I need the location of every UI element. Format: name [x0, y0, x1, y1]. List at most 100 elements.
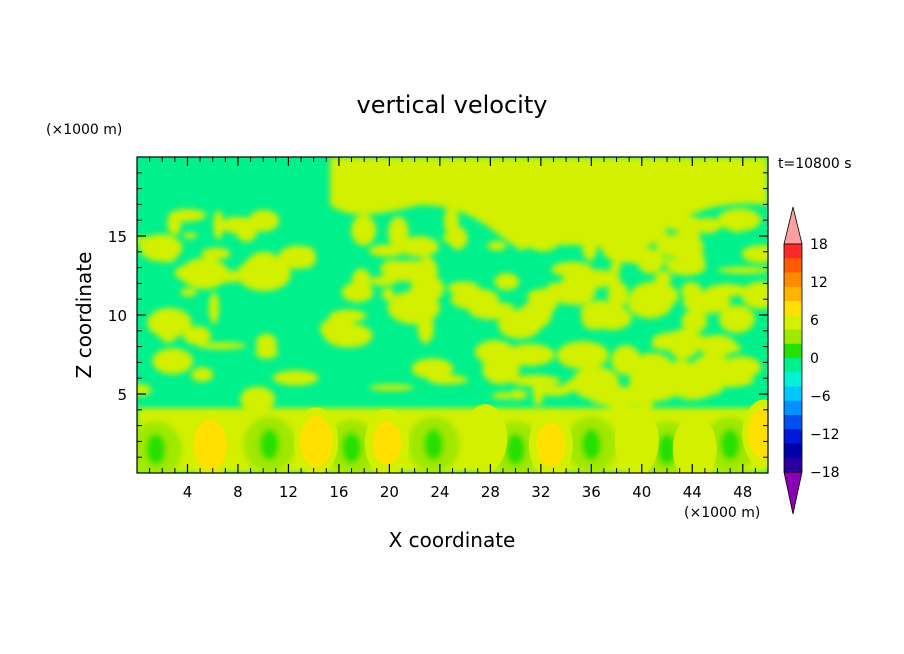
y-unit-label: (×1000 m): [46, 122, 122, 138]
colorbar-tick-label: 18: [810, 237, 828, 253]
x-axis: 4 8 12 16 20 24 28 32 36 40 44 48: [149, 157, 756, 501]
colorbar-frame: [783, 243, 803, 473]
updraft-patch: [580, 300, 618, 326]
updraft-patch: [191, 367, 214, 382]
colorbar-tick-label: −12: [810, 427, 840, 443]
updraft-core-level: [372, 421, 402, 465]
updraft-patch: [201, 247, 231, 260]
updraft-patch: [539, 385, 572, 396]
updraft-patch: [248, 251, 279, 271]
updraft-patch: [508, 206, 555, 230]
time-label: t=10800 s: [778, 156, 852, 172]
updraft-patch: [602, 237, 649, 263]
colorbar-segment: [784, 272, 802, 288]
updraft-patch: [388, 216, 409, 249]
updraft-patch: [527, 288, 562, 306]
colorbar-segment: [784, 343, 802, 359]
updraft-patch: [630, 352, 675, 387]
updraft-patch: [482, 354, 520, 385]
updraft-core-level: [305, 424, 328, 459]
updraft-patch: [652, 331, 706, 347]
updraft-patch: [610, 260, 621, 274]
updraft-patch: [352, 268, 371, 293]
updraft-patch: [587, 381, 623, 405]
x-axis-label: X coordinate: [389, 528, 516, 552]
colorbar-segment: [784, 415, 802, 430]
colorbar-bottom-extension: [783, 471, 803, 515]
colorbar-segment: [784, 372, 802, 387]
updraft-patch: [393, 271, 404, 278]
colorbar-segment: [784, 315, 802, 330]
colorbar-tick-label: −6: [810, 389, 831, 405]
updraft-core-level: [536, 422, 566, 467]
x-tick-label: 8: [233, 483, 243, 501]
downdraft-core-inner: [505, 433, 526, 466]
updraft-patch: [237, 257, 291, 292]
updraft-patch: [368, 244, 405, 257]
updraft-core-level: [672, 415, 717, 473]
updraft-patch: [494, 273, 520, 291]
colorbar-segment: [784, 358, 802, 373]
updraft-patch: [730, 219, 744, 233]
x-tick-label: 40: [632, 483, 651, 501]
velocity-field: [137, 157, 768, 473]
updraft-patch: [559, 272, 597, 306]
updraft-core-level: [463, 404, 508, 473]
updraft-patch: [272, 370, 319, 386]
colorbar-segment: [784, 329, 802, 345]
updraft-patch: [654, 270, 672, 286]
updraft-patch: [221, 216, 253, 234]
updraft-patch: [139, 234, 183, 262]
updraft-patch: [551, 261, 593, 277]
y-axis-label: Z coordinate: [72, 252, 96, 379]
updraft-patch: [741, 245, 768, 263]
updraft-core-level: [199, 427, 222, 462]
updraft-patch: [180, 288, 198, 297]
colorbar-segment: [784, 400, 802, 416]
x-tick-label: 24: [430, 483, 449, 501]
updraft-patch: [723, 343, 741, 353]
updraft-patch: [656, 233, 704, 259]
updraft-patch: [627, 289, 673, 319]
updraft-patch: [607, 281, 629, 308]
y-axis: 5 10 15: [108, 172, 768, 458]
updraft-patch: [706, 283, 748, 297]
updraft-patch: [491, 392, 516, 400]
updraft-patch: [410, 274, 445, 302]
x-tick-label: 16: [329, 483, 348, 501]
x-unit-label: (×1000 m): [684, 505, 760, 521]
updraft-patch: [741, 281, 768, 310]
y-tick-label: 10: [108, 307, 127, 325]
updraft-patch: [661, 215, 706, 231]
updraft-patch: [666, 257, 707, 276]
updraft-patch: [561, 350, 598, 359]
updraft-core-level: [753, 416, 768, 451]
colorbar-segment: [784, 244, 802, 259]
updraft-cores: [188, 399, 768, 473]
colorbar-segment: [784, 443, 802, 459]
x-tick-label: 32: [531, 483, 550, 501]
updraft-patch: [369, 276, 398, 286]
updraft-patch: [487, 241, 507, 251]
updraft-patch: [174, 264, 212, 282]
updraft-patch: [719, 305, 755, 333]
updraft-patch: [582, 228, 598, 261]
y-tick-label: 5: [117, 386, 127, 404]
x-tick-label: 28: [481, 483, 500, 501]
updraft-patch: [498, 310, 542, 339]
updraft-patch: [448, 226, 468, 250]
updraft-patch: [152, 348, 194, 375]
colorbar-tick-label: 12: [810, 275, 828, 291]
updraft-patch: [702, 373, 754, 388]
downdraft-core-inner: [720, 428, 741, 461]
colorbar-segment: [784, 258, 802, 273]
downdraft-core-inner: [341, 431, 362, 464]
updraft-patch: [568, 355, 592, 369]
colorbar-segment: [784, 429, 802, 444]
updraft-patch: [505, 343, 555, 366]
updraft-patch: [248, 209, 280, 232]
x-tick-label: 20: [380, 483, 399, 501]
colorbar-segment: [784, 386, 802, 402]
colorbar-tick-label: 0: [810, 351, 819, 367]
